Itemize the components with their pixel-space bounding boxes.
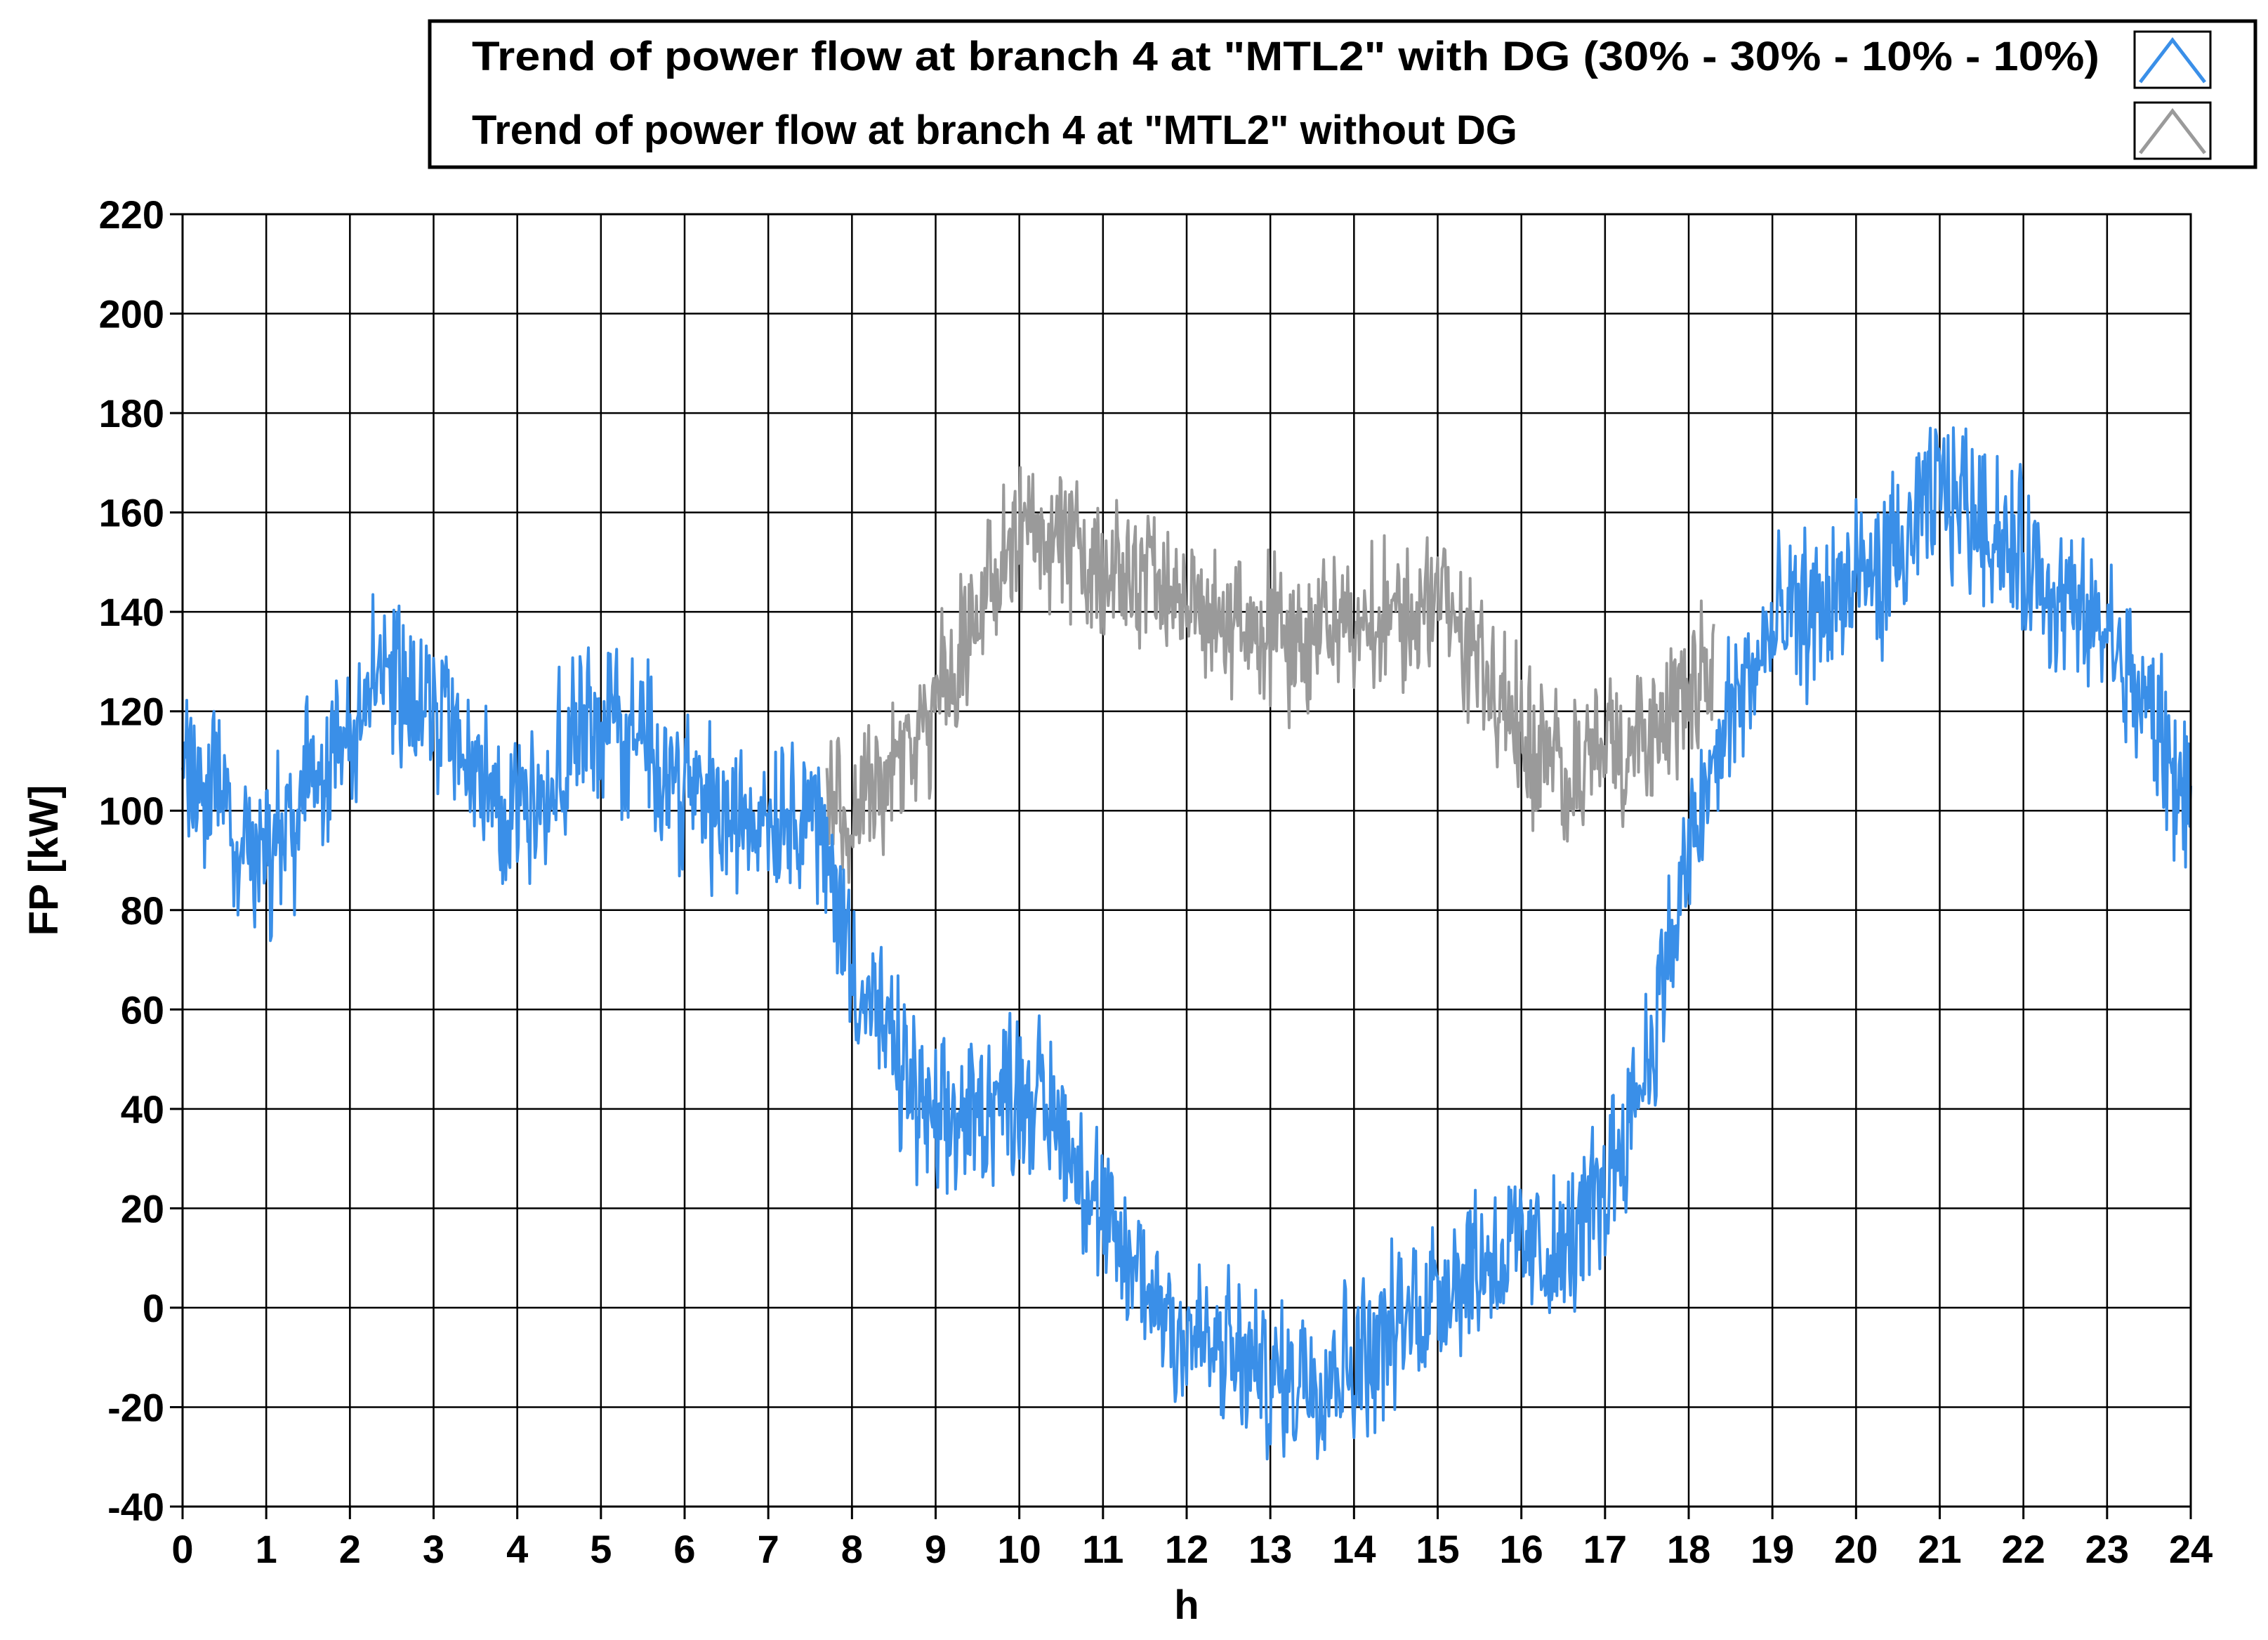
x-tick-label: 13 (1248, 1527, 1292, 1571)
x-tick-label: 8 (841, 1527, 863, 1571)
x-tick-label: 5 (590, 1527, 612, 1571)
x-tick-label: 4 (506, 1527, 528, 1571)
x-tick-label: 23 (2085, 1527, 2129, 1571)
x-tick-label: 11 (1082, 1527, 1123, 1571)
x-axis-title: h (1174, 1582, 1199, 1628)
x-tick-label: 1 (256, 1527, 277, 1571)
y-tick-label: 40 (121, 1087, 164, 1131)
x-tick-label: 19 (1751, 1527, 1794, 1571)
x-tick-label: 21 (1918, 1527, 1961, 1571)
x-tick-label: 24 (2169, 1527, 2213, 1571)
y-tick-label: 0 (143, 1286, 164, 1330)
x-tick-label: 2 (339, 1527, 361, 1571)
x-tick-label: 10 (998, 1527, 1041, 1571)
y-tick-label: -40 (107, 1485, 164, 1529)
x-tick-label: 9 (925, 1527, 947, 1571)
legend-box (428, 19, 2257, 169)
y-tick-label: 200 (99, 292, 164, 336)
y-tick-label: 80 (121, 888, 164, 933)
legend-swatch-with-dg (2133, 30, 2212, 89)
x-tick-label: 7 (758, 1527, 779, 1571)
x-tick-label: 0 (171, 1527, 193, 1571)
y-tick-label: 100 (99, 789, 164, 833)
y-tick-label: -20 (107, 1385, 164, 1429)
legend-swatch-line (2139, 37, 2206, 84)
legend-swatch-without-dg (2133, 101, 2212, 160)
legend-swatch-line (2139, 107, 2206, 155)
y-tick-label: 180 (99, 391, 164, 435)
legend: Trend of power flow at branch 4 at "MTL2… (428, 19, 2257, 169)
y-tick-label: 160 (99, 491, 164, 535)
x-tick-label: 6 (673, 1527, 695, 1571)
y-tick-label: 140 (99, 590, 164, 634)
x-tick-label: 3 (423, 1527, 444, 1571)
x-tick-label: 12 (1165, 1527, 1208, 1571)
series-line-without-dg (825, 466, 1715, 884)
x-tick-label: 16 (1500, 1527, 1543, 1571)
x-tick-label: 22 (2002, 1527, 2045, 1571)
x-tick-label: 15 (1416, 1527, 1459, 1571)
legend-label-without-dg: Trend of power flow at branch 4 at "MTL2… (472, 107, 1517, 153)
x-tick-label: 17 (1583, 1527, 1627, 1571)
x-tick-label: 14 (1332, 1527, 1376, 1571)
y-tick-label: 20 (121, 1186, 164, 1231)
x-tick-label: 20 (1834, 1527, 1878, 1571)
y-tick-label: 60 (121, 988, 164, 1032)
y-axis-ticks: -40 -20 0 20 40 60 80 100 120 140 160 180 200 220 (99, 192, 183, 1529)
series-line-with-dg (181, 426, 2192, 1461)
x-axis-ticks: 0 1 2 3 4 5 6 7 8 9 10 11 12 13 14 15 16 17 18 19 20 21 22 23 24 (171, 1507, 2213, 1571)
x-tick-label: 18 (1667, 1527, 1710, 1571)
y-axis-title: FP [kW] (21, 785, 67, 936)
y-tick-label: 120 (99, 690, 164, 734)
legend-label-with-dg: Trend of power flow at branch 4 at "MTL2… (472, 34, 2099, 79)
plot-series (181, 426, 2192, 1461)
y-tick-label: 220 (99, 192, 164, 237)
